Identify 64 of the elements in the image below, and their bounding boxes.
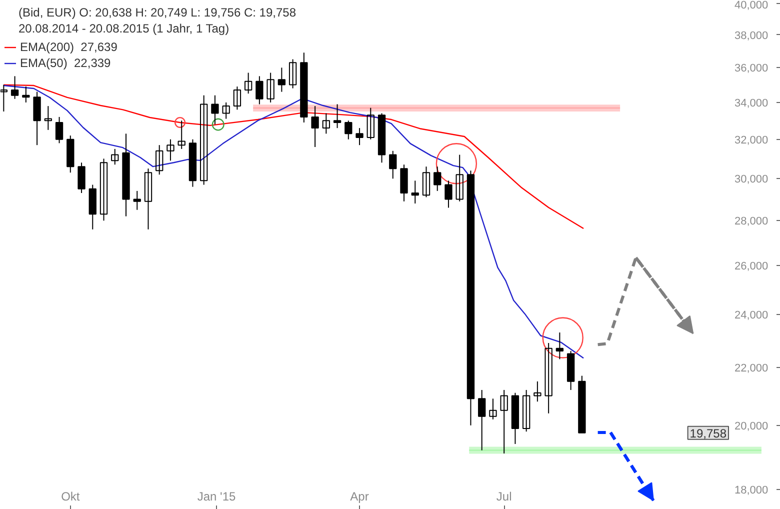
candlestick	[166, 138, 174, 162]
candlestick	[100, 158, 108, 222]
text: (Bid, EUR) O: 20,638 H: 20,749 L: 19,756 C: 19,758	[18, 6, 296, 20]
candlestick	[556, 332, 564, 360]
candlestick	[256, 76, 264, 105]
candlestick	[311, 106, 319, 148]
candlestick	[233, 86, 242, 110]
candlestick	[111, 148, 119, 166]
candlestick	[366, 107, 374, 140]
y-tick-label: 20,000	[734, 420, 768, 432]
y-tick-label: 34,000	[734, 97, 768, 110]
candlestick	[33, 91, 41, 146]
y-tick-label: 18,000	[734, 484, 768, 497]
y-tick-label: 38,000	[734, 30, 768, 42]
x-tick-label: Apr	[350, 490, 369, 504]
candlestick	[534, 380, 542, 402]
candlestick	[10, 76, 19, 100]
candlestick	[44, 106, 52, 130]
candlestick	[244, 72, 252, 94]
candlestick	[500, 389, 508, 454]
y-tick-label: 28,000	[734, 216, 768, 228]
y-tick-label: 32,000	[734, 134, 768, 146]
candlestick	[422, 166, 430, 198]
candlestick	[389, 150, 397, 180]
candlestick	[411, 180, 419, 204]
candlestick	[0, 84, 8, 112]
legend-label: EMA(200) 27,639	[20, 40, 118, 54]
y-tick-label: 36,000	[734, 62, 768, 75]
candlestick	[344, 120, 352, 140]
candlestick	[144, 168, 152, 230]
x-tick-label: Okt	[61, 490, 80, 504]
candlestick	[133, 190, 141, 210]
candlestick	[444, 180, 452, 208]
candlestick	[522, 389, 530, 432]
legend-label: EMA(50) 22,339	[20, 56, 111, 70]
candlestick	[222, 102, 230, 120]
annotation: 19,758	[690, 426, 727, 440]
candlestick	[489, 398, 497, 420]
candlestick	[333, 104, 342, 129]
x-tick-label: Jan '15	[197, 490, 236, 504]
candlestick	[288, 58, 297, 89]
y-tick-label: 24,000	[734, 309, 768, 322]
y-tick-label: 22,000	[734, 362, 768, 374]
candlestick	[266, 72, 274, 103]
candlestick	[211, 94, 219, 125]
candlestick	[278, 67, 286, 92]
candlestick	[544, 342, 552, 414]
line-series	[3, 84, 584, 230]
line-series	[3, 84, 584, 359]
y-tick-label: 30,000	[734, 174, 768, 186]
y-tick-label: 40,000	[734, 0, 768, 12]
candlestick	[478, 389, 486, 451]
candlestick	[78, 162, 86, 194]
y-tick-label: 26,000	[734, 260, 768, 273]
candlestick	[322, 112, 330, 134]
candlestick	[156, 144, 164, 176]
candlestick	[200, 94, 208, 186]
candlestick	[356, 128, 364, 146]
candlestick	[434, 166, 442, 192]
candlestick	[456, 154, 464, 202]
candlestick	[55, 116, 64, 144]
candlestick	[22, 86, 30, 103]
text: 20.08.2014 - 20.08.2015 (1 Jahr, 1 Tag)	[18, 22, 230, 36]
x-tick-label: Jul	[496, 490, 512, 504]
